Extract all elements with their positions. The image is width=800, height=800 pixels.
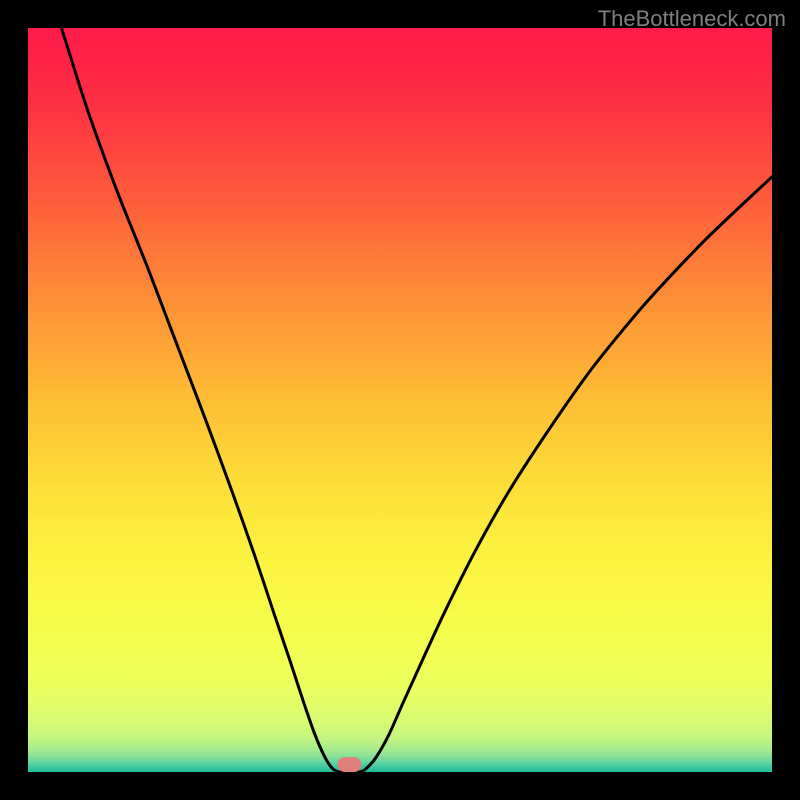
bottleneck-curve-chart [0,0,800,800]
chart-root: TheBottleneck.com [0,0,800,800]
plot-background [28,28,772,772]
optimum-marker [338,757,362,772]
